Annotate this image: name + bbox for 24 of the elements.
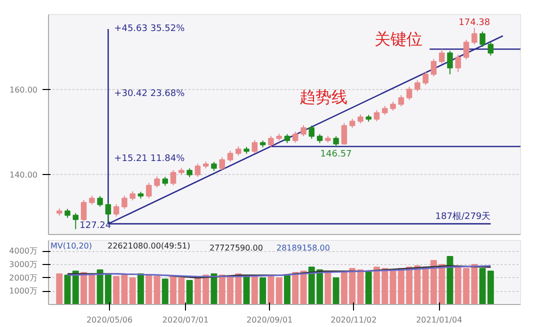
y-tick-label: 160.00 [10, 85, 38, 94]
x-tick-label: 2020/07/01 [162, 316, 209, 324]
y-tick-label: 140.00 [10, 170, 38, 180]
x-tick-label: 2020/05/06 [86, 316, 133, 324]
annotation: 28189158.00 [276, 244, 330, 252]
annotation: MV(10,20) [50, 242, 92, 250]
annotation: 127.24 [80, 221, 112, 232]
annotation: +45.63 35.52% [114, 24, 186, 34]
y-tick-label: 1000万 [9, 286, 38, 296]
x-tick-label: 2020/09/01 [246, 316, 293, 324]
annotation: 关键位 [374, 30, 422, 48]
annotation: 146.57 [320, 150, 352, 160]
annotation: +15.21 11.84% [114, 154, 186, 164]
annotation: 22621080.00(49:51) [108, 242, 190, 250]
y-tick-label: 4000万 [9, 246, 38, 256]
annotation: 174.38 [458, 18, 490, 28]
y-tick-label: 2000万 [9, 273, 38, 282]
annotation: 187根/279天 [435, 210, 491, 222]
annotation: 趋势线 [300, 88, 348, 106]
x-tick-label: 2020/11/02 [330, 316, 377, 324]
x-tick-label: 2021/01/04 [416, 316, 462, 324]
annotation: +30.42 23.68% [114, 89, 186, 100]
annotation: 27727590.00 [210, 244, 263, 252]
y-tick-label: 3000万 [9, 260, 38, 269]
